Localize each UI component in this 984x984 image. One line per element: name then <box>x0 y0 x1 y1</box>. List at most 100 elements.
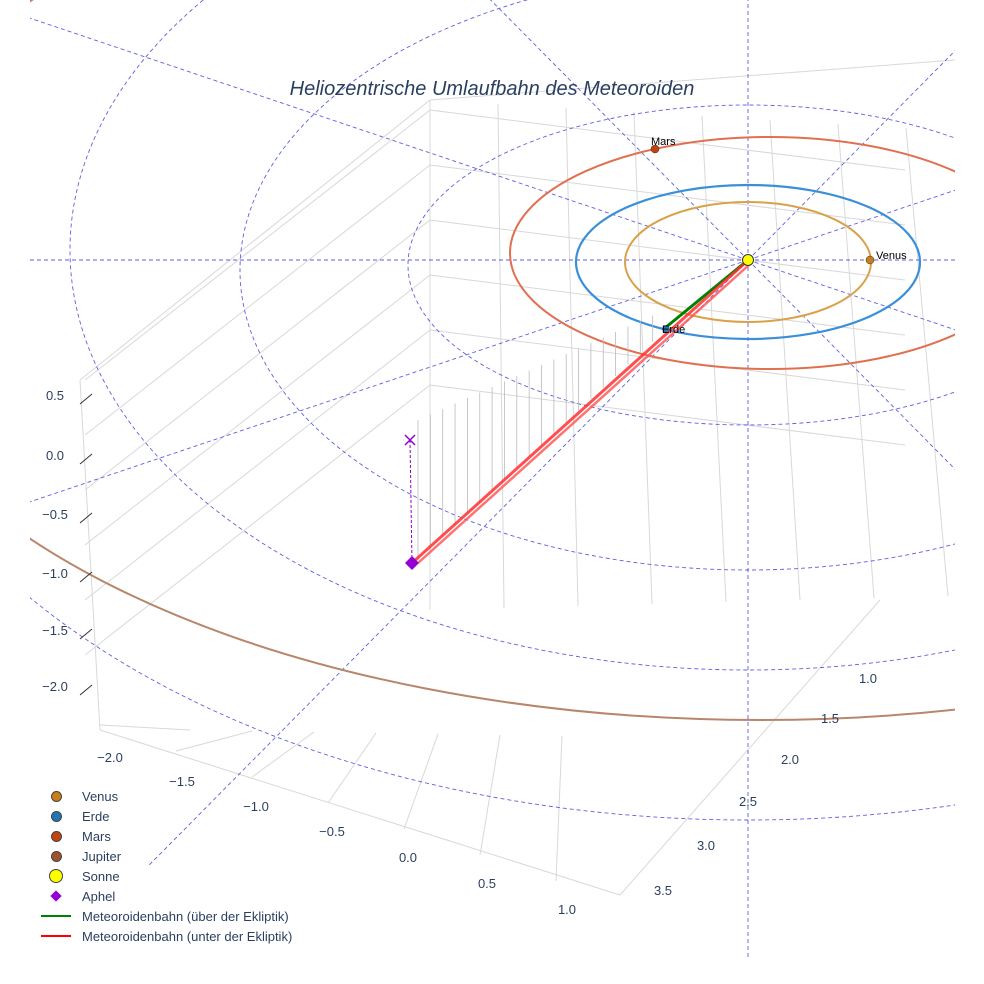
grid-line <box>84 164 431 436</box>
grid-line <box>429 274 906 336</box>
grid-line <box>84 219 431 491</box>
grid-line <box>429 109 906 171</box>
mars-marker[interactable] <box>650 144 660 154</box>
mars-label: Mars <box>651 136 676 148</box>
x-tick-label: 1.0 <box>558 902 576 917</box>
grid-edge <box>99 729 621 896</box>
grid-edge <box>429 59 956 101</box>
earth-label: Erde <box>662 324 685 336</box>
venus-marker[interactable] <box>865 255 875 265</box>
grid-line <box>429 384 906 446</box>
axis-grid <box>79 59 956 896</box>
legend-label: Meteoroidenbahn (über der Ekliptik) <box>82 908 289 924</box>
mars-orbit <box>509 136 955 370</box>
z-tick-mark <box>79 453 93 465</box>
legend-item[interactable]: Meteoroidenbahn (unter der Ekliptik) <box>36 926 292 946</box>
z-tick-mark <box>79 628 93 640</box>
z-tick-mark <box>79 571 93 583</box>
aphel-marker[interactable] <box>405 556 419 570</box>
meteoroid-path-below-2 <box>417 263 751 564</box>
legend-label: Erde <box>82 808 110 824</box>
earth-orbit <box>574 183 922 341</box>
z-tick-label: −1.0 <box>42 566 68 581</box>
legend: Venus Erde Mars Jupiter Sonne Aphel Meteoroide… <box>36 786 292 946</box>
ecliptic-radial <box>747 189 955 261</box>
grid-line <box>84 329 431 601</box>
ecliptic-radial <box>747 259 955 331</box>
ecliptic-radial <box>147 259 749 867</box>
grid-line <box>429 219 906 281</box>
tick-labels: 0.5 0.0 −0.5 −1.0 −1.5 −2.0 −2.0 −1.5 −1.0 −0.5 0.… <box>42 388 877 917</box>
x-tick-label: 0.0 <box>399 850 417 865</box>
x-tick-label: 0.5 <box>478 876 496 891</box>
jupiter-orbit <box>30 0 955 721</box>
z-tick-label: −0.5 <box>42 507 68 522</box>
legend-label: Jupiter <box>82 848 122 864</box>
legend-item[interactable]: Aphel <box>36 886 292 906</box>
legend-label: Venus <box>82 788 119 804</box>
grid-line <box>633 111 653 605</box>
grid-line <box>84 274 431 546</box>
grid-edge <box>79 99 431 381</box>
meteoroid-drop-lines <box>417 315 654 560</box>
ecliptic-grid <box>30 0 955 960</box>
grid-line <box>769 119 801 601</box>
z-tick-mark <box>79 512 93 524</box>
venus-label: Venus <box>876 250 907 262</box>
legend-label: Meteoroidenbahn (unter der Ekliptik) <box>82 928 293 944</box>
z-tick-mark <box>79 393 93 405</box>
legend-label: Sonne <box>82 868 120 884</box>
grid-line <box>327 732 377 804</box>
aphel-above-marker[interactable] <box>404 434 416 446</box>
x-tick-label: −1.0 <box>243 799 269 814</box>
legend-item[interactable]: Erde <box>36 806 292 826</box>
grid-edge <box>619 599 881 896</box>
sun-marker[interactable] <box>742 254 754 266</box>
y-tick-label: 1.0 <box>859 671 877 686</box>
grid-line <box>837 123 875 599</box>
aphel-drop-line <box>409 439 413 564</box>
grid-line <box>905 127 949 597</box>
circle-icon <box>36 850 76 862</box>
legend-item[interactable]: Mars <box>36 826 292 846</box>
x-tick-label: −0.5 <box>319 824 345 839</box>
grid-line <box>555 735 563 882</box>
circle-icon <box>36 830 76 842</box>
grid-line <box>565 107 579 607</box>
earth-marker[interactable] <box>662 325 670 333</box>
grid-line <box>84 384 431 656</box>
y-tick-label: 2.0 <box>781 752 799 767</box>
ecliptic-radial <box>30 17 749 261</box>
y-tick-label: 2.5 <box>739 794 757 809</box>
grid-line <box>251 731 315 778</box>
meteoroid-path-below <box>410 261 747 565</box>
ecliptic-circle <box>69 0 955 671</box>
x-tick-label: −2.0 <box>97 750 123 765</box>
ecliptic-radial <box>490 0 749 261</box>
diamond-icon <box>36 890 76 902</box>
grid-line <box>479 734 501 856</box>
grid-line <box>99 724 191 731</box>
x-tick-label: −1.5 <box>169 774 195 789</box>
ecliptic-radial <box>747 259 955 470</box>
legend-item[interactable]: Sonne <box>36 866 292 886</box>
y-tick-label: 3.0 <box>697 838 715 853</box>
z-tick-label: 0.0 <box>46 448 64 463</box>
circle-icon <box>36 810 76 822</box>
grid-edge <box>79 379 101 731</box>
legend-item[interactable]: Venus <box>36 786 292 806</box>
legend-item[interactable]: Meteoroidenbahn (über der Ekliptik) <box>36 906 292 926</box>
grid-line <box>701 115 727 603</box>
circle-icon <box>36 790 76 802</box>
legend-label: Mars <box>82 828 111 844</box>
legend-item[interactable]: Jupiter <box>36 846 292 866</box>
circle-icon <box>36 869 76 883</box>
z-tick-label: −2.0 <box>42 679 68 694</box>
grid-line <box>497 103 505 609</box>
grid-line <box>84 109 431 381</box>
y-tick-label: 1.5 <box>821 711 839 726</box>
z-tick-label: −1.5 <box>42 623 68 638</box>
line-swatch-icon <box>36 935 76 937</box>
